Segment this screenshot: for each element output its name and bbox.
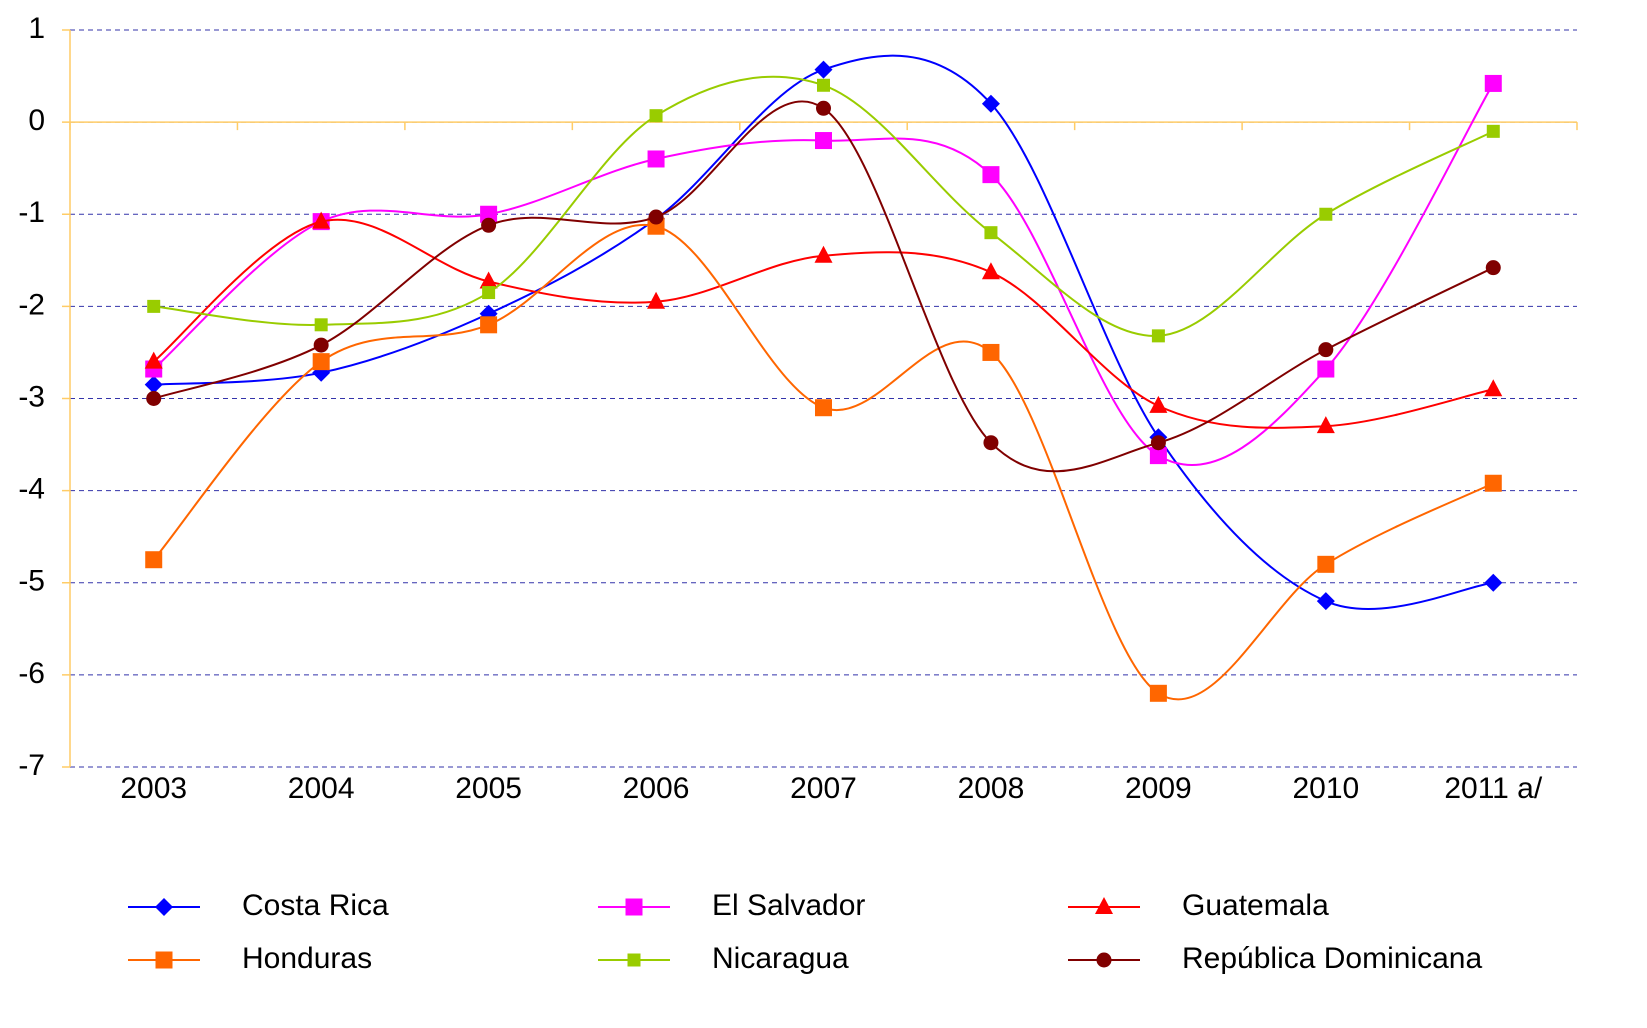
x-tick-label: 2004 — [288, 772, 355, 805]
data-point — [982, 343, 1000, 361]
series-line — [152, 223, 1494, 701]
x-tick-label: 2006 — [623, 772, 690, 805]
legend-entry: Honduras — [128, 942, 372, 975]
y-tick-label: -5 — [18, 565, 45, 598]
x-tick-label: 2011 a/ — [1444, 772, 1543, 805]
series-line — [153, 82, 1495, 466]
legend-label: Guatemala — [1182, 889, 1329, 922]
data-point — [1317, 360, 1335, 378]
data-point — [1316, 416, 1335, 434]
legend-entry: Guatemala — [1068, 889, 1329, 922]
legend-label: Nicaragua — [712, 942, 849, 975]
data-point — [1149, 684, 1167, 702]
data-point — [983, 435, 999, 451]
x-tick-label: 2010 — [1292, 772, 1359, 805]
y-tick-label: -1 — [18, 196, 45, 229]
data-point — [312, 353, 330, 371]
data-point — [815, 399, 832, 417]
data-point — [647, 291, 666, 309]
legend-label: República Dominicana — [1182, 942, 1482, 975]
data-point — [647, 150, 665, 168]
series — [146, 100, 1501, 473]
data-point — [817, 78, 830, 92]
data-point — [1484, 474, 1502, 492]
x-tick-label: 2008 — [958, 772, 1025, 805]
legend-label: Honduras — [242, 942, 372, 975]
y-tick-label: -2 — [18, 288, 45, 321]
legend-marker — [155, 951, 173, 969]
legend-entry: Nicaragua — [598, 942, 849, 975]
data-point — [1317, 555, 1335, 573]
data-point — [984, 226, 998, 240]
data-point — [481, 217, 497, 233]
legend-entry: El Salvador — [598, 889, 865, 922]
data-point — [313, 337, 329, 353]
data-point — [145, 551, 163, 569]
y-tick-label: -3 — [18, 380, 45, 413]
y-tick-label: 0 — [28, 104, 45, 137]
data-point — [146, 391, 162, 406]
data-point — [1149, 447, 1167, 465]
data-point — [1485, 260, 1501, 276]
data-point — [1151, 329, 1165, 343]
x-tick-label: 2005 — [455, 772, 522, 805]
series-line — [153, 54, 1494, 610]
data-point — [649, 109, 663, 123]
data-point — [648, 209, 664, 225]
x-tick-label: 2009 — [1125, 772, 1192, 805]
legend-entry: Costa Rica — [128, 889, 389, 922]
data-point — [314, 318, 328, 332]
data-point — [1318, 342, 1334, 358]
data-point — [312, 211, 331, 229]
data-point — [482, 286, 496, 300]
data-point — [1319, 207, 1333, 221]
x-tick-label: 2007 — [790, 772, 857, 805]
data-point — [816, 100, 831, 116]
legend-entry: República Dominicana — [1068, 942, 1482, 975]
series — [144, 211, 1503, 434]
data-point — [814, 245, 833, 263]
data-point — [1150, 435, 1166, 451]
data-point — [479, 271, 498, 289]
series — [147, 75, 1500, 343]
y-tick-label: -6 — [18, 657, 45, 690]
series — [145, 217, 1502, 702]
legend-label: Costa Rica — [242, 889, 389, 922]
data-point — [814, 60, 833, 79]
y-tick-label: 1 — [28, 12, 45, 45]
y-tick-label: -4 — [18, 473, 45, 506]
data-point — [480, 205, 498, 223]
data-point — [1484, 573, 1503, 592]
data-point — [982, 166, 1000, 184]
data-point — [1316, 592, 1335, 611]
data-point — [144, 351, 163, 369]
legend-marker — [625, 898, 643, 916]
data-point — [981, 262, 1000, 280]
legend-marker — [155, 898, 173, 916]
data-point — [1484, 74, 1502, 92]
data-point — [480, 316, 498, 334]
data-point — [147, 299, 161, 313]
legend-marker — [1095, 897, 1113, 914]
data-point — [144, 375, 163, 394]
data-point — [981, 94, 1000, 113]
data-point — [1486, 124, 1500, 138]
data-point — [1149, 395, 1168, 413]
legend-marker — [1096, 952, 1112, 968]
y-tick-label: -7 — [18, 749, 45, 782]
x-tick-label: 2003 — [120, 772, 187, 805]
data-point — [815, 132, 832, 150]
data-point — [1484, 379, 1503, 397]
legend-label: El Salvador — [712, 889, 865, 922]
legend-marker — [627, 953, 641, 967]
